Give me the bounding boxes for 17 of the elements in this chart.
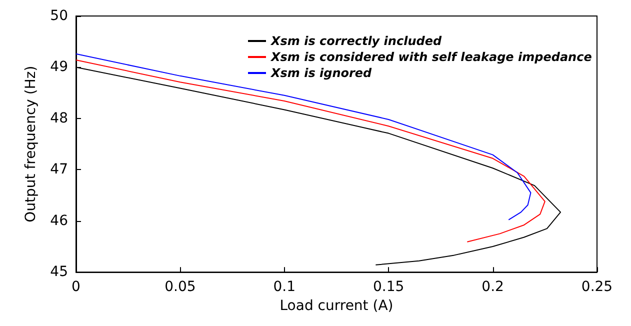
x-tick-label: 0 (72, 279, 80, 296)
y-tick-label: 50 (50, 8, 68, 24)
legend-label: Xsm is ignored (270, 66, 372, 80)
y-tick-label: 49 (50, 59, 68, 76)
x-tick-label: 0.05 (164, 279, 196, 296)
legend-label: Xsm is correctly included (270, 34, 442, 48)
y-tick-label: 47 (50, 162, 68, 178)
y-tick-label: 46 (50, 212, 68, 229)
x-tick-label: 0.2 (482, 279, 504, 296)
y-tick-label: 45 (50, 264, 68, 280)
x-tick-label: 0.25 (581, 279, 613, 296)
x-axis-title: Load current (A) (280, 298, 394, 314)
y-tick-label: 48 (50, 110, 68, 126)
y-axis-title: Output frequency (Hz) (23, 66, 39, 222)
legend-label: Xsm is considered with self leakage impedance (270, 50, 592, 64)
x-tick-label: 0.1 (273, 279, 296, 296)
x-tick-label: 0.15 (373, 279, 404, 296)
